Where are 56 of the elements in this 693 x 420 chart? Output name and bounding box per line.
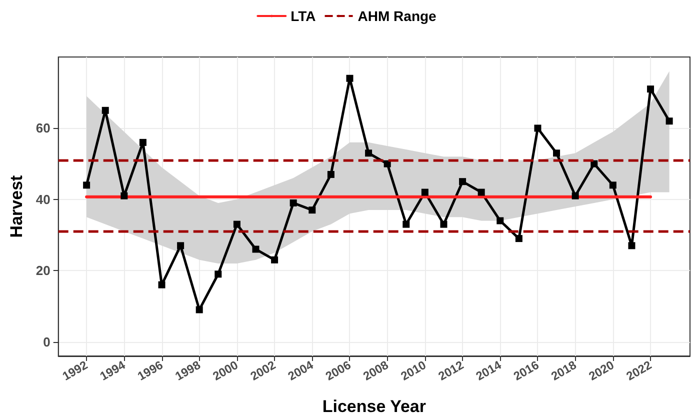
point (271, 256, 278, 264)
y-axis-title: Harvest (7, 174, 26, 238)
point (628, 242, 636, 250)
point (647, 86, 654, 93)
x-tick-label: 2004 (286, 358, 316, 384)
x-tick-label: 2016 (511, 358, 542, 384)
point (666, 118, 673, 125)
y-tick-label: 20 (36, 263, 50, 278)
point (478, 188, 485, 196)
x-tick-label: 1994 (98, 358, 128, 384)
point (459, 178, 466, 186)
point (290, 199, 297, 206)
point (196, 306, 203, 314)
point (346, 74, 354, 82)
point (609, 182, 616, 189)
point (214, 270, 222, 278)
point (515, 235, 522, 242)
point (83, 182, 90, 189)
x-tick-label: 2006 (323, 358, 354, 384)
point (365, 150, 372, 157)
y-tick-label: 40 (36, 192, 50, 207)
point (308, 206, 316, 214)
x-tick-label: 2022 (624, 358, 654, 384)
x-tick-label: 2008 (360, 358, 392, 384)
point (421, 188, 428, 196)
x-tick-label: 2012 (436, 358, 466, 384)
point (553, 150, 560, 157)
point (402, 220, 410, 228)
x-tick-label: 2010 (398, 358, 429, 384)
point (440, 220, 448, 228)
point (534, 124, 542, 132)
x-tick-label: 2020 (586, 358, 617, 384)
point (158, 281, 166, 288)
x-tick-label: 1998 (172, 358, 204, 384)
point (252, 246, 260, 253)
point (233, 220, 240, 228)
point (384, 160, 391, 168)
point (572, 192, 579, 200)
y-tick-label: 0 (43, 334, 50, 350)
x-tick-label: 2000 (210, 358, 241, 384)
point (590, 160, 598, 168)
x-tick-label: 2014 (474, 358, 504, 384)
x-tick-label: 2018 (548, 358, 580, 384)
point (327, 170, 334, 178)
point (177, 242, 184, 250)
x-tick-label: 1992 (60, 358, 90, 384)
legend-label: LTA (290, 8, 316, 24)
point (102, 106, 109, 114)
legend-label: AHM Range (358, 8, 437, 24)
point (496, 217, 504, 224)
x-tick-label: 1996 (135, 358, 166, 384)
y-tick-label: 60 (36, 120, 50, 136)
x-tick-label: 2002 (248, 358, 278, 384)
x-axis-title: License Year (322, 397, 426, 416)
point (139, 138, 146, 146)
point (120, 192, 128, 200)
